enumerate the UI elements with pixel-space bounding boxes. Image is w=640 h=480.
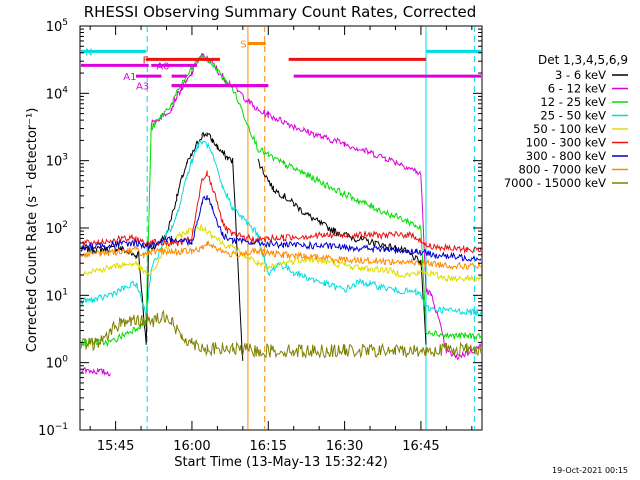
series-line	[81, 195, 481, 262]
y-tick-label: 103	[46, 153, 68, 170]
legend-label: 25 - 50 keV	[540, 109, 606, 123]
series-line	[81, 309, 481, 359]
x-tick-label: 15:45	[97, 439, 134, 454]
y-axis: 10−1 100 101 102 103 104 105	[38, 18, 482, 439]
legend-label: 7000 - 15000 keV	[504, 176, 606, 190]
x-axis: 15:45 16:00 16:15 16:30 16:45	[89, 26, 473, 454]
chart-title: RHESSI Observing Summary Count Rates, Co…	[84, 3, 477, 21]
legend-label: 50 - 100 keV	[533, 122, 606, 136]
x-tick-label: 16:45	[402, 439, 439, 454]
series-line	[81, 53, 481, 377]
legend-label: 6 - 12 keV	[548, 82, 606, 96]
y-tick-label: 100	[46, 355, 69, 372]
x-axis-label: Start Time (13-May-13 15:32:42)	[174, 455, 388, 470]
legend-label: 12 - 25 keV	[540, 95, 606, 109]
x-tick-label: 16:15	[250, 439, 287, 454]
y-axis-label: Corrected Count Rate (s⁻¹ detector⁻¹)	[25, 108, 40, 353]
legend-label: 3 - 6 keV	[555, 68, 606, 82]
state-bar-label: A0	[156, 61, 169, 72]
x-tick-label: 16:00	[173, 439, 210, 454]
series-line	[81, 170, 481, 255]
state-bar-label: N	[85, 47, 92, 58]
y-tick-label: 10−1	[38, 422, 68, 439]
y-tick-label: 105	[46, 18, 68, 35]
state-bar-label: F	[143, 55, 149, 66]
y-tick-label: 104	[46, 85, 69, 102]
legend-label: 300 - 800 keV	[526, 149, 606, 163]
series-line	[81, 239, 481, 271]
series-line	[81, 140, 481, 318]
series-line	[81, 222, 481, 283]
legend-title: Det 1,3,4,5,6,9	[538, 53, 628, 67]
footer-timestamp: 19-Oct-2021 00:15	[552, 466, 628, 475]
series-line	[81, 54, 481, 348]
x-tick-label: 16:30	[326, 439, 363, 454]
legend-label: 800 - 7000 keV	[518, 163, 606, 177]
state-bar-label: S	[240, 39, 246, 50]
y-tick-label: 101	[46, 287, 68, 304]
y-tick-label: 102	[46, 220, 68, 237]
state-bar-label: A3	[136, 82, 149, 93]
legend-label: 100 - 300 keV	[526, 136, 606, 150]
state-bar-label: A1	[123, 72, 136, 83]
